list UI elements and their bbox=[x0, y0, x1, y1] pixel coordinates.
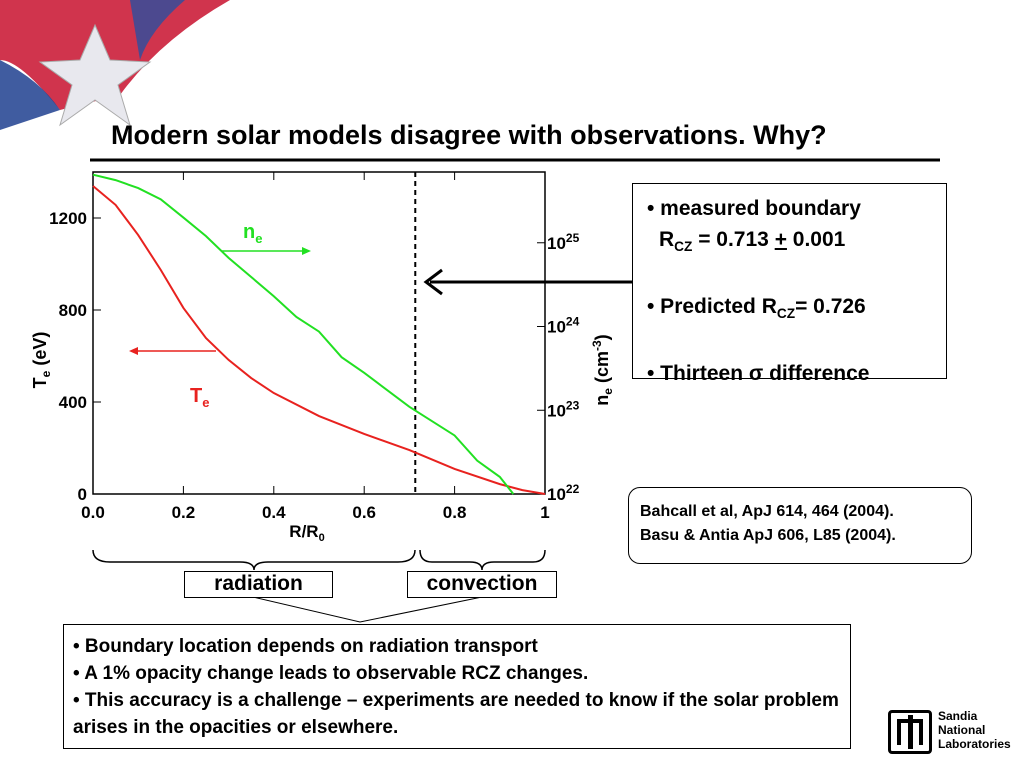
x-tick-label: 0.6 bbox=[352, 503, 376, 522]
y2-tick-label: 1022 bbox=[547, 482, 580, 504]
y2-tick-base: 10 bbox=[547, 234, 566, 253]
series-label-main: n bbox=[243, 221, 255, 243]
y-label-unit: (eV) bbox=[30, 332, 50, 371]
reference: Basu & Antia ApJ 606, L85 (2004). bbox=[640, 527, 896, 544]
r-symbol: R bbox=[659, 228, 675, 251]
y2-axis-label: ne (cm-3) bbox=[590, 334, 615, 405]
series-line bbox=[92, 185, 546, 495]
summary-bullet: • This accuracy is a challenge – experim… bbox=[73, 690, 839, 738]
x-tick-label: 1 bbox=[540, 503, 549, 522]
logo-line: Laboratories bbox=[938, 737, 1011, 751]
logo-line: National bbox=[938, 723, 986, 737]
summary-bullet: • Boundary location depends on radiation… bbox=[73, 636, 538, 657]
x-tick-label: 0.0 bbox=[81, 503, 105, 522]
y2-label-sup: -3 bbox=[590, 340, 604, 351]
series-label-sub: e bbox=[202, 395, 209, 410]
observation-box: • measured boundary RCZ = 0.713 + 0.001 … bbox=[632, 183, 947, 385]
y2-tick-exp: 23 bbox=[566, 398, 580, 412]
y-label-text: T bbox=[30, 377, 50, 388]
observation-line: RCZ = 0.713 + 0.001 bbox=[647, 224, 946, 262]
y2-label-end: ) bbox=[592, 334, 612, 340]
y-tick-label: 1200 bbox=[49, 209, 87, 228]
series-line bbox=[92, 173, 515, 495]
slide-title: Modern solar models disagree with observ… bbox=[111, 120, 827, 150]
y2-tick-label: 1025 bbox=[547, 231, 580, 253]
y2-label-text: n bbox=[592, 395, 612, 406]
region-label: radiation bbox=[184, 571, 333, 598]
measured-value: = 0.713 bbox=[692, 228, 775, 251]
logo-line: Sandia bbox=[938, 709, 978, 723]
y2-tick-exp: 24 bbox=[566, 315, 580, 329]
references-box: Bahcall et al, ApJ 614, 464 (2004). Basu… bbox=[628, 487, 972, 564]
observation-line: • Predicted RCZ= 0.726 bbox=[647, 291, 946, 329]
series-label: ne bbox=[243, 221, 262, 246]
y2-tick-base: 10 bbox=[547, 318, 566, 337]
series-label: Te bbox=[190, 385, 209, 410]
cz-sub: CZ bbox=[674, 239, 693, 255]
cz-sub: CZ bbox=[776, 306, 796, 322]
y2-label-sub: e bbox=[601, 388, 615, 395]
y2-tick-exp: 22 bbox=[566, 482, 580, 496]
summary-bullet: • A 1% opacity change leads to observabl… bbox=[73, 663, 589, 684]
difference-text: difference bbox=[763, 362, 870, 386]
predicted-value: = 0.726 bbox=[795, 295, 866, 319]
y2-label-unit: (cm bbox=[592, 351, 612, 388]
plus-minus: + bbox=[774, 228, 787, 251]
flag-decoration bbox=[0, 0, 230, 130]
region-label: convection bbox=[407, 571, 557, 598]
y-axis-label: Te (eV) bbox=[30, 332, 53, 389]
logo-text: Sandia National Laboratories bbox=[938, 709, 1011, 751]
logo-icon bbox=[888, 710, 932, 754]
y-tick-label: 800 bbox=[59, 301, 87, 320]
reference: Bahcall et al, ApJ 614, 464 (2004). bbox=[640, 503, 894, 520]
y2-tick-label: 1024 bbox=[547, 315, 580, 337]
measured-error: 0.001 bbox=[786, 228, 846, 251]
predicted-label: • Predicted R bbox=[647, 295, 777, 319]
y2-tick-base: 10 bbox=[547, 401, 566, 420]
difference-label: • Thirteen bbox=[647, 362, 749, 386]
y-tick-label: 400 bbox=[59, 393, 87, 412]
x-tick-label: 0.4 bbox=[262, 503, 286, 522]
y2-tick-label: 1023 bbox=[547, 398, 580, 420]
observation-line: • measured boundary bbox=[647, 197, 861, 220]
y2-tick-exp: 25 bbox=[566, 231, 580, 245]
sigma: σ bbox=[748, 362, 764, 386]
y-label-sub: e bbox=[39, 370, 53, 377]
x-label-sub: 0 bbox=[319, 532, 325, 544]
x-tick-label: 0.8 bbox=[443, 503, 467, 522]
y-tick-label: 0 bbox=[78, 485, 87, 504]
series-label-main: T bbox=[190, 385, 202, 407]
x-axis-label: R/R0 bbox=[289, 522, 324, 544]
plot-frame bbox=[92, 171, 546, 495]
observation-line: • Thirteen σ difference bbox=[647, 358, 946, 389]
x-label-text: R/R bbox=[289, 522, 318, 541]
arrows bbox=[92, 247, 632, 623]
series-label-sub: e bbox=[255, 231, 262, 246]
summary-box: • Boundary location depends on radiation… bbox=[63, 624, 851, 749]
y2-tick-base: 10 bbox=[547, 485, 566, 504]
x-tick-label: 0.2 bbox=[172, 503, 196, 522]
